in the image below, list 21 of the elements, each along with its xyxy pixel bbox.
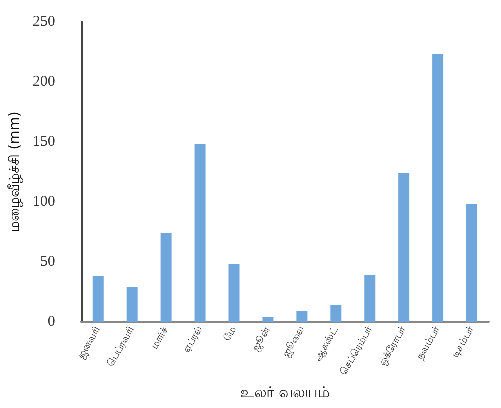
y-tick-label: 0 (48, 314, 56, 330)
y-tick-label: 100 (32, 194, 56, 210)
bar (398, 173, 410, 322)
bar (432, 54, 444, 322)
x-tick-label: மே (222, 325, 240, 344)
y-tick-label: 200 (32, 74, 56, 90)
bar (126, 287, 138, 322)
x-axis-title: உலர் வலயம் (240, 383, 330, 402)
bar (262, 317, 274, 322)
y-tick-label: 250 (32, 14, 56, 30)
bar (466, 204, 478, 322)
bar (330, 305, 342, 322)
y-tick-label: 50 (40, 254, 56, 270)
y-axis-title: மழைவீழ்ச்சி (mm) (7, 112, 23, 232)
bar (228, 264, 240, 322)
bar (160, 233, 172, 322)
bar (364, 275, 376, 322)
bar (92, 276, 104, 322)
bar (296, 311, 308, 322)
y-tick-label: 150 (32, 134, 56, 150)
bar (194, 144, 206, 322)
